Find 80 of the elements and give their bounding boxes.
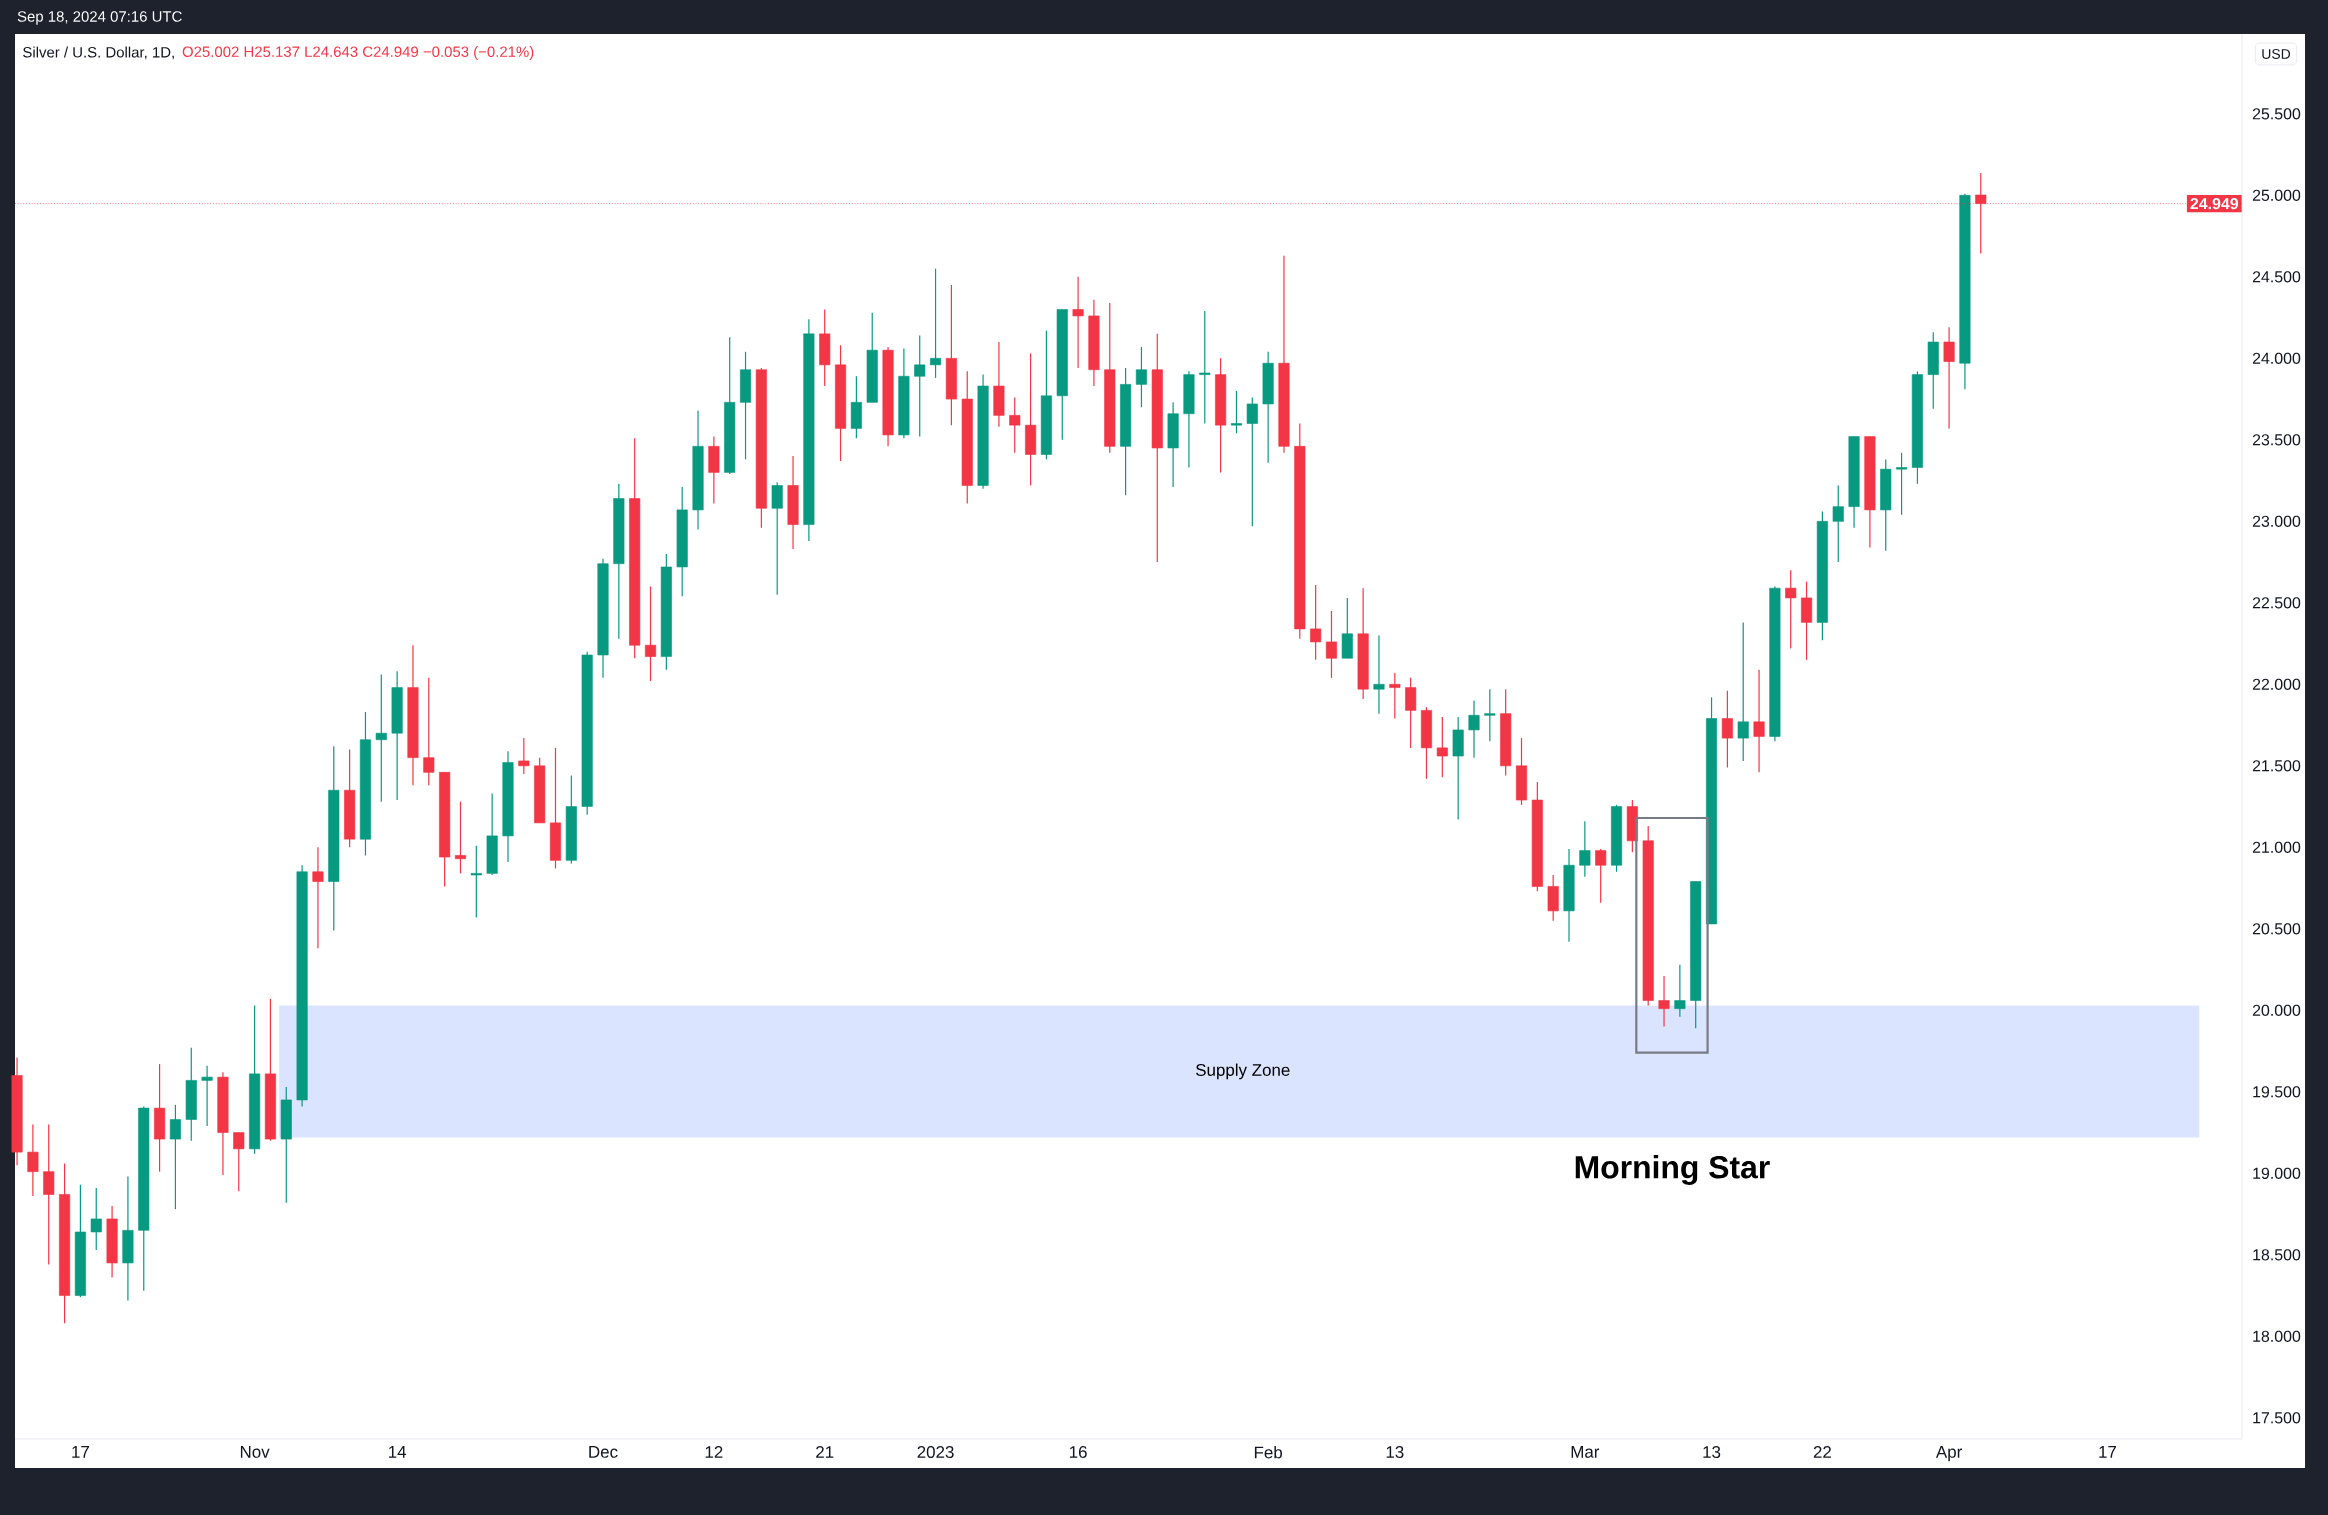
band-label: Supply Zone [1196,1063,1290,1080]
y-tick-label: 24.500 [2252,271,2301,283]
y-tick-label: 23.500 [2252,434,2301,446]
x-tick-label: 13 [1386,1446,1404,1459]
y-tick-label: 23.000 [2252,515,2301,527]
candlestick [1389,672,1401,720]
annotation: Morning Star [1575,1155,1770,1185]
y-tick-label: 19.500 [2253,1086,2301,1098]
candlestick [1832,484,1844,563]
candlestick [454,801,466,874]
y-tick-label: 25.000 [2252,189,2301,201]
candlestick [312,846,324,949]
text: Silver / U.S. Dollar, 1D, [23,46,174,60]
candlestick [1721,690,1733,769]
y-tick-label: 17.500 [2253,1412,2301,1424]
candlestick [914,334,926,438]
ref-line-label: 24.949 [2190,198,2239,210]
candlestick [1737,621,1749,762]
candlestick [169,1104,181,1210]
candlestick [771,481,783,596]
candlestick [233,1131,245,1192]
candlestick [1468,700,1480,759]
y-tick-label: 18.500 [2253,1249,2301,1261]
candlestick [1436,716,1448,778]
y-tick-label: 18.000 [2253,1330,2301,1342]
x-tick-label: 12 [705,1446,723,1458]
candlestick [1896,452,1908,516]
x-tick-label: Mar [1571,1446,1600,1458]
candlestick [1230,390,1242,434]
x-tick-label: 13 [1703,1446,1721,1459]
candlestick [1246,396,1258,527]
candlestick [1753,669,1765,773]
y-tick-label: 19.000 [2253,1167,2301,1179]
candlestick [1135,346,1147,408]
y-tick-label: 24.000 [2252,352,2301,364]
candlestick [644,585,657,682]
x-tick-label: Dec [589,1446,618,1458]
candlestick [1009,396,1021,454]
x-tick-label: 2023 [917,1446,954,1459]
x-tick-label: 22 [1813,1446,1831,1458]
candlestick [1199,310,1211,425]
text: O25.002 H25.137 L24.643 C24.949 −0.053 (−0.21%) [182,46,534,60]
candlestick [1310,584,1322,661]
candlestick [1658,975,1670,1028]
candlestick [1785,569,1797,650]
candlestick [1674,964,1686,1018]
x-tick-label: 21 [816,1446,834,1458]
x-tick-label: 17 [72,1446,89,1458]
x-tick-label: Feb [1254,1446,1283,1459]
candlestick [423,677,435,786]
y-tick-label: 20.000 [2252,1004,2301,1016]
candlestick [1579,820,1591,878]
candlestick [27,1123,39,1197]
x-tick-label: Apr [1935,1446,1962,1462]
candlestick [930,268,942,379]
candlestick [1595,848,1607,904]
candlestick [90,1187,102,1251]
x-tick-label: 14 [389,1446,407,1458]
x-tick-label: 16 [1069,1446,1087,1459]
candlestick [43,1123,55,1266]
y-tick-label: 22.500 [2252,597,2301,609]
candlestick [470,845,482,918]
x-tick-label: Nov [240,1446,270,1458]
y-axis-title: USD [2262,49,2291,59]
candlestick [1943,326,1955,430]
y-tick-label: 21.000 [2252,841,2301,853]
candlestick [1072,276,1084,369]
y-tick-label: 21.500 [2252,760,2301,772]
candlestick [201,1065,213,1127]
y-tick-label: 22.000 [2252,678,2301,690]
candlestick [1325,610,1337,679]
text: Sep 18, 2024 07:16 UTC [17,11,182,25]
candlestick [518,737,530,775]
candlestick [375,673,387,803]
candlestick [1484,688,1496,742]
x-tick-label: 17 [2099,1446,2117,1458]
y-tick-label: 20.500 [2252,923,2301,935]
candlestick [1405,677,1417,749]
candlestick [1373,634,1385,715]
y-tick-label: 25.500 [2252,108,2301,120]
